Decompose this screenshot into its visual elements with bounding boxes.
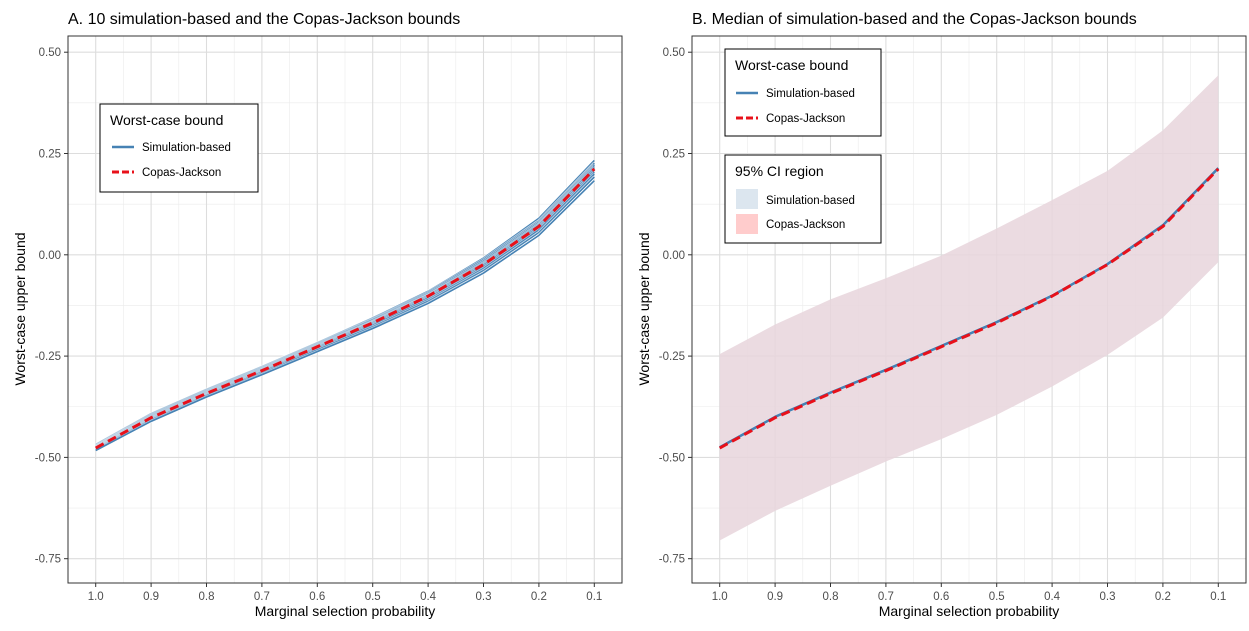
panel-b-y-ticks: -0.75 -0.50 -0.25 0.00 0.25 0.50: [659, 47, 692, 566]
panel-b-legend-label-simulation: Simulation-based: [766, 88, 855, 100]
panel-b-x-tick-label: 0.1: [1210, 591, 1226, 603]
panel-a-series-copas-jackson: [94, 167, 596, 450]
panel-a-y-axis-label: Worst-case upper bound: [12, 232, 28, 385]
panel-a: A. 10 simulation-based and the Copas-Jac…: [12, 11, 623, 619]
panel-a-x-tick-label: 0.7: [254, 591, 270, 603]
panel-b-band: [719, 75, 1219, 541]
panel-b-y-tick-label: 0.00: [663, 250, 685, 262]
panel-a-series-simulation-9: [95, 180, 595, 452]
panel-a-y-tick-label: -0.75: [35, 554, 61, 566]
panel-a-y-tick-label: -0.25: [35, 351, 61, 363]
panel-b-border: [691, 35, 1247, 584]
panel-b-x-axis-label: Marginal selection probability: [879, 603, 1060, 619]
panel-b-y-tick-label: -0.25: [659, 351, 685, 363]
panel-a-x-tick-label: 0.4: [420, 591, 437, 603]
panel-a-border: [67, 35, 623, 584]
panel-a-x-axis-label: Marginal selection probability: [255, 603, 436, 619]
panel-b-legend-ci-label-copas: Copas-Jackson: [766, 219, 845, 231]
panel-b-x-tick-label: 0.9: [767, 591, 783, 603]
panel-a-y-tick-label: 0.00: [39, 250, 61, 262]
panel-b-legend-bound: Worst-case bound Simulation-based Copas-…: [724, 48, 882, 137]
panel-b-x-ticks: 1.0 0.9 0.8 0.7 0.6 0.5 0.4 0.3 0.2 0.1: [712, 583, 1226, 603]
panel-b-series-copas-jackson: [718, 167, 1220, 450]
panel-a-y-ticks: -0.75 -0.50 -0.25 0.00 0.25 0.50: [35, 47, 68, 566]
panel-b-y-tick-label: -0.75: [659, 554, 685, 566]
panel-b-x-tick-label: 0.4: [1044, 591, 1061, 603]
panel-b-x-tick-label: 0.6: [933, 591, 949, 603]
panel-a-legend-title: Worst-case bound: [110, 112, 223, 128]
panel-a-y-tick-label: 0.25: [39, 149, 61, 161]
panel-a-x-tick-label: 0.6: [309, 591, 325, 603]
panel-b: B. Median of simulation-based and the Co…: [636, 11, 1247, 619]
panel-b-legend-ci-title: 95% CI region: [735, 163, 824, 179]
panel-a-y-tick-label: -0.50: [35, 452, 61, 464]
panel-b-legend-ci-key-simulation: [736, 189, 758, 209]
panel-b-y-axis-label: Worst-case upper bound: [636, 232, 652, 385]
panel-a-x-ticks: 1.0 0.9 0.8 0.7 0.6 0.5 0.4 0.3 0.2 0.1: [88, 583, 602, 603]
panel-b-legend-ci: 95% CI region Simulation-based Copas-Jac…: [724, 154, 882, 244]
panel-b-y-tick-label: 0.25: [663, 149, 685, 161]
panel-a-lines: [94, 159, 596, 453]
panel-b-legend-ci-label-simulation: Simulation-based: [766, 195, 855, 207]
panel-a-y-tick-label: 0.50: [39, 47, 61, 59]
panel-b-x-tick-label: 0.2: [1155, 591, 1171, 603]
panel-a-x-tick-label: 0.5: [365, 591, 381, 603]
panel-b-x-tick-label: 1.0: [712, 591, 728, 603]
panel-a-x-tick-label: 0.3: [476, 591, 492, 603]
panel-b-x-tick-label: 0.5: [989, 591, 1005, 603]
panel-b-x-tick-label: 0.8: [823, 591, 839, 603]
panel-a-x-tick-label: 0.2: [531, 591, 547, 603]
panel-b-x-tick-label: 0.7: [878, 591, 894, 603]
panel-b-ci-band: [719, 75, 1219, 541]
panel-a-legend-label-simulation: Simulation-based: [142, 142, 231, 154]
panel-a-x-tick-label: 0.9: [143, 591, 159, 603]
panel-b-y-tick-label: -0.50: [659, 452, 685, 464]
panel-b-x-tick-label: 0.3: [1100, 591, 1116, 603]
panel-a-title: A. 10 simulation-based and the Copas-Jac…: [68, 11, 460, 28]
panel-b-legend-bound-title: Worst-case bound: [735, 57, 848, 73]
panel-b-y-tick-label: 0.50: [663, 47, 685, 59]
panel-a-x-tick-label: 1.0: [88, 591, 104, 603]
panel-b-lines: [718, 166, 1220, 450]
panel-b-title: B. Median of simulation-based and the Co…: [692, 11, 1137, 28]
panel-a-legend: Worst-case bound Simulation-based Copas-…: [99, 103, 259, 193]
panel-a-x-tick-label: 0.8: [199, 591, 215, 603]
panel-a-legend-label-copas: Copas-Jackson: [142, 167, 221, 179]
panel-b-legend-ci-key-copas: [736, 214, 758, 234]
panel-a-x-tick-label: 0.1: [586, 591, 602, 603]
panel-b-legend-label-copas: Copas-Jackson: [766, 113, 845, 125]
panel-a-grid: [68, 36, 622, 583]
